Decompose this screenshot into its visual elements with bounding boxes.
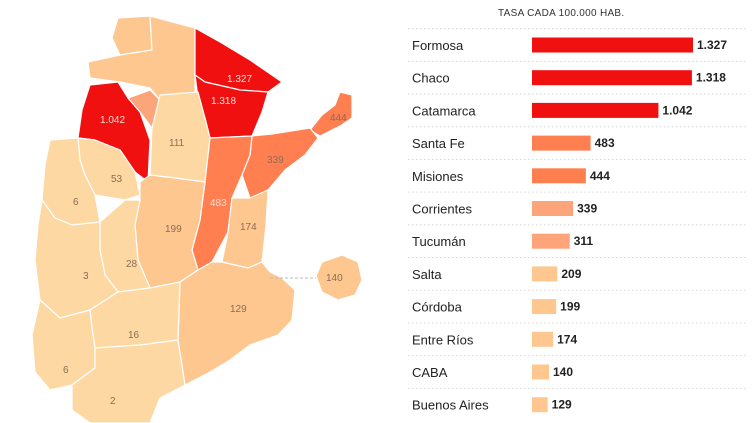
- map-label: 111: [169, 138, 185, 149]
- value-label: 209: [561, 267, 581, 281]
- region-jujuy: [111, 15, 153, 56]
- value-label: 483: [595, 136, 615, 150]
- map-label: 2: [110, 396, 116, 407]
- bar-chart: TASA CADA 100.000 HAB. Formosa 1.327 Chaco…: [408, 8, 748, 413]
- bar: [532, 135, 591, 151]
- bar: [532, 266, 558, 282]
- bar: [532, 37, 693, 53]
- category-label: Corrientes: [412, 202, 472, 217]
- value-label: 1.318: [696, 71, 726, 85]
- bar: [532, 168, 586, 184]
- value-label: 1.042: [662, 103, 692, 117]
- category-label: Entre Ríos: [412, 332, 474, 347]
- map-label: 6: [63, 365, 69, 376]
- category-label: Chaco: [412, 71, 450, 86]
- map-label: 129: [230, 304, 247, 315]
- category-label: Salta: [412, 267, 442, 282]
- chart-title: TASA CADA 100.000 HAB.: [498, 8, 624, 19]
- region-rionegro: [71, 339, 186, 423]
- map-label: 483: [210, 198, 227, 209]
- bar-rows: Formosa 1.327 Chaco 1.318 Catamarca 1.042 Sant…: [408, 28, 748, 413]
- value-label: 311: [574, 234, 594, 248]
- category-label: Misiones: [412, 169, 464, 184]
- bar: [532, 70, 692, 86]
- region-santiago: [149, 91, 211, 183]
- map-label: 6: [73, 197, 79, 208]
- bar: [532, 397, 548, 413]
- category-label: Buenos Aires: [412, 398, 489, 413]
- value-label: 1.327: [697, 38, 727, 52]
- category-label: Tucumán: [412, 234, 466, 249]
- map-label: 16: [128, 330, 140, 341]
- map-label: 1.042: [100, 115, 125, 126]
- map-label: 53: [111, 174, 123, 185]
- category-label: Catamarca: [412, 103, 476, 118]
- value-label: 339: [577, 202, 597, 216]
- bar: [532, 364, 549, 380]
- map-label: 1.318: [211, 96, 236, 107]
- value-label: 129: [552, 398, 572, 412]
- value-label: 174: [557, 332, 577, 346]
- bar: [532, 299, 557, 315]
- map-label: 3: [83, 271, 89, 282]
- bar: [532, 233, 570, 249]
- region-uruguay: [315, 254, 363, 301]
- map-label: 339: [267, 155, 284, 166]
- bar: [532, 331, 554, 347]
- region-buenosaires: [177, 261, 296, 386]
- value-label: 140: [553, 365, 573, 379]
- map-label: 1.327: [227, 74, 252, 85]
- category-label: Santa Fe: [412, 136, 465, 151]
- map-label: 199: [165, 224, 182, 235]
- map-label: 140: [326, 273, 343, 284]
- value-label: 199: [560, 300, 580, 314]
- map-label: 444: [330, 113, 347, 124]
- map-label: 174: [240, 222, 257, 233]
- category-label: Formosa: [412, 38, 464, 53]
- region-catamarca: [77, 81, 151, 183]
- category-label: Córdoba: [412, 300, 463, 315]
- bar: [532, 201, 574, 216]
- choropleth-map: 1.327 1.318 1.042 444 111 339 53 483 6 1…: [31, 15, 363, 423]
- value-label: 444: [590, 169, 610, 183]
- region-misiones: [309, 91, 353, 137]
- category-label: CABA: [412, 365, 448, 380]
- map-label: 28: [126, 259, 138, 270]
- bar: [532, 102, 659, 118]
